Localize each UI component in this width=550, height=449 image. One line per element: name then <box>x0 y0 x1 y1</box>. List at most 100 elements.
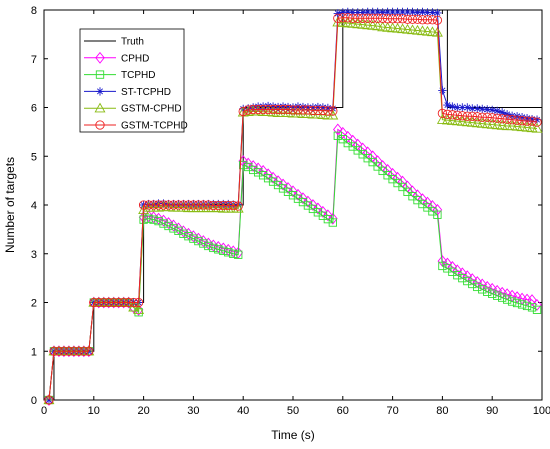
data-point-square <box>438 261 447 271</box>
data-point-square <box>527 303 537 312</box>
data-point-triangle <box>282 107 294 118</box>
x-axis-ticks: 0 10 20 30 40 50 60 70 80 90 100 <box>41 10 550 417</box>
data-point-square <box>244 162 253 172</box>
data-point-circle <box>482 112 492 122</box>
data-point-circle <box>387 14 398 24</box>
data-point-circle <box>402 14 413 24</box>
data-point-square <box>154 216 163 226</box>
data-point-triangle <box>94 102 106 113</box>
x-tick-label: 60 <box>337 405 349 417</box>
data-point-circle <box>268 104 278 115</box>
data-point-circle <box>54 346 64 356</box>
data-point-diamond <box>278 178 288 191</box>
data-point-square <box>493 291 502 300</box>
data-point-square <box>234 250 243 259</box>
data-point-circle <box>59 346 69 356</box>
data-point-circle <box>168 200 179 210</box>
data-point-square <box>512 298 522 308</box>
data-point-triangle <box>292 107 304 118</box>
x-tick-label: 20 <box>137 405 149 417</box>
x-tick-label: 10 <box>88 405 100 417</box>
data-point-diamond <box>153 212 164 225</box>
data-point-star <box>517 113 527 122</box>
data-point-diamond <box>298 192 308 205</box>
data-point-star <box>353 8 362 17</box>
data-point-square <box>95 70 105 79</box>
data-point-circle <box>258 104 268 115</box>
x-tick-label: 30 <box>187 405 199 417</box>
data-point-diamond <box>313 202 323 215</box>
data-point-triangle <box>466 116 478 127</box>
data-point-circle <box>502 114 512 124</box>
data-point-triangle <box>337 17 349 27</box>
data-point-star <box>239 104 248 114</box>
data-point-star <box>298 102 308 112</box>
data-point-star <box>393 7 402 17</box>
data-point-triangle <box>267 106 279 117</box>
data-point-triangle <box>471 117 483 128</box>
data-point-circle <box>333 13 343 23</box>
data-point-diamond <box>308 199 318 211</box>
data-point-triangle <box>451 115 463 126</box>
data-point-circle <box>243 105 253 115</box>
y-tick-label: 0 <box>31 395 37 407</box>
data-point-circle <box>363 13 373 23</box>
y-tick-label: 2 <box>31 298 37 310</box>
legend-label: TCPHD <box>121 70 155 81</box>
data-point-circle <box>477 112 487 122</box>
series-gstm-tcphd <box>44 13 542 405</box>
data-point-star <box>502 110 512 119</box>
data-point-star <box>333 9 343 18</box>
data-point-square <box>433 210 442 219</box>
data-point-triangle <box>347 18 359 28</box>
data-point-triangle <box>446 115 458 125</box>
data-point-circle <box>517 116 527 126</box>
data-point-circle <box>303 105 313 115</box>
data-point-circle <box>288 105 298 115</box>
data-point-circle <box>472 112 482 122</box>
legend-entry: TCPHD <box>84 70 155 81</box>
data-point-diamond <box>323 209 333 222</box>
data-point-diamond <box>263 168 273 181</box>
data-point-circle <box>84 346 94 356</box>
data-point-triangle <box>526 122 538 133</box>
data-point-diamond <box>318 205 328 218</box>
data-point-circle <box>263 104 273 115</box>
data-point-star <box>293 102 303 111</box>
data-point-star <box>268 102 278 111</box>
data-point-circle <box>153 200 164 210</box>
data-point-star <box>243 104 253 113</box>
data-point-circle <box>392 14 403 24</box>
data-point-square <box>453 271 462 280</box>
data-point-star <box>318 103 328 112</box>
data-point-circle <box>522 116 532 126</box>
data-point-triangle <box>392 22 404 33</box>
data-point-star <box>418 7 427 17</box>
data-point-square <box>522 301 532 311</box>
data-point-star <box>453 103 462 112</box>
data-point-square <box>174 226 183 235</box>
data-point-circle <box>457 111 467 121</box>
data-point-circle <box>348 13 358 23</box>
data-point-triangle <box>43 394 55 405</box>
data-point-circle <box>253 104 263 115</box>
data-point-star <box>95 87 105 96</box>
data-point-diamond <box>288 185 298 198</box>
data-point-square <box>253 168 263 177</box>
data-point-star <box>313 102 323 112</box>
data-point-circle <box>128 297 139 308</box>
data-point-circle <box>373 13 383 23</box>
data-point-square <box>164 221 173 231</box>
data-point-square <box>463 276 472 286</box>
x-axis-label: Time (s) <box>271 428 315 442</box>
data-point-star <box>488 105 497 115</box>
legend-entry: GSTM-TCPHD <box>84 120 188 132</box>
data-point-diamond <box>527 294 537 306</box>
data-point-star <box>373 7 382 17</box>
legend-box <box>79 28 185 133</box>
data-point-star <box>273 102 283 112</box>
data-point-circle <box>79 346 89 356</box>
data-point-star <box>473 104 482 113</box>
x-tick-label: 0 <box>41 405 47 417</box>
data-point-circle <box>94 297 104 308</box>
